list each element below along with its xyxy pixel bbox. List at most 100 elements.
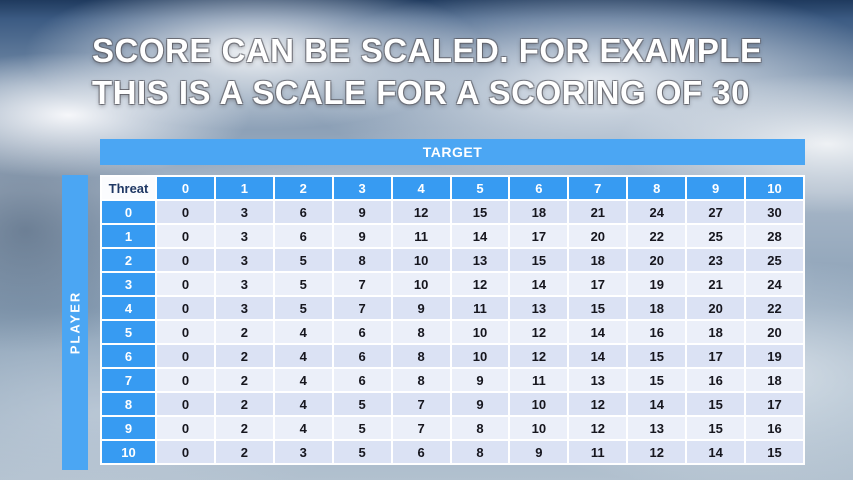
score-cell: 0	[155, 247, 216, 273]
table-row: 6 0 2 4 6 8 10 12 14 15 17 19	[100, 343, 805, 369]
table-row: 5 0 2 4 6 8 10 12 14 16 18 20	[100, 319, 805, 345]
score-cell: 0	[155, 439, 216, 465]
score-cell: 13	[508, 295, 570, 321]
score-cell: 19	[626, 271, 688, 297]
score-cell: 10	[449, 343, 511, 369]
title-line-1: SCORE CAN BE SCALED. FOR EXAMPLE	[92, 32, 763, 69]
score-cell: 3	[272, 439, 334, 465]
score-cell: 5	[272, 271, 334, 297]
score-cell: 11	[449, 295, 511, 321]
column-header-row: Threat 0 1 2 3 4 5 6 7 8 9 10	[100, 175, 805, 201]
score-cell: 2	[213, 343, 275, 369]
table-row: 1 0 3 6 9 11 14 17 20 22 25 28	[100, 223, 805, 249]
score-cell: 4	[272, 319, 334, 345]
score-cell: 9	[449, 391, 511, 417]
score-cell: 14	[449, 223, 511, 249]
score-cell: 18	[744, 367, 805, 393]
score-cell: 15	[744, 439, 805, 465]
score-cell: 8	[390, 367, 452, 393]
score-cell: 23	[685, 247, 747, 273]
score-cell: 24	[626, 199, 688, 225]
score-cell: 12	[390, 199, 452, 225]
table-row: 10 0 2 3 5 6 8 9 11 12 14 15	[100, 439, 805, 465]
target-column-header: 5	[449, 175, 511, 201]
score-cell: 22	[626, 223, 688, 249]
score-cell: 12	[567, 391, 629, 417]
score-cell: 14	[508, 271, 570, 297]
threat-row-header: 0	[100, 199, 157, 225]
score-cell: 0	[155, 367, 216, 393]
score-cell: 8	[390, 319, 452, 345]
score-cell: 6	[272, 223, 334, 249]
score-cell: 14	[685, 439, 747, 465]
score-cell: 0	[155, 199, 216, 225]
score-cell: 20	[685, 295, 747, 321]
score-cell: 0	[155, 223, 216, 249]
score-cell: 3	[213, 271, 275, 297]
threat-label-cell: Threat	[100, 175, 157, 201]
title-line-2: THIS IS A SCALE FOR A SCORING OF 30	[92, 73, 751, 111]
score-cell: 8	[449, 439, 511, 465]
score-cell: 12	[567, 415, 629, 441]
score-cell: 0	[155, 343, 216, 369]
table-row: 8 0 2 4 5 7 9 10 12 14 15 17	[100, 391, 805, 417]
score-cell: 15	[626, 343, 688, 369]
score-cell: 28	[744, 223, 805, 249]
target-column-header: 3	[331, 175, 393, 201]
score-cell: 10	[508, 415, 570, 441]
score-cell: 4	[272, 367, 334, 393]
score-cell: 27	[685, 199, 747, 225]
score-cell: 6	[331, 367, 393, 393]
score-cell: 11	[567, 439, 629, 465]
threat-row-header: 10	[100, 439, 157, 465]
score-cell: 12	[626, 439, 688, 465]
score-cell: 10	[390, 247, 452, 273]
target-column-header: 4	[390, 175, 452, 201]
score-cell: 6	[272, 199, 334, 225]
slide-title: SCORE CAN BE SCALED. FOR EXAMPLE THIS IS…	[92, 30, 763, 114]
score-cell: 0	[155, 391, 216, 417]
score-cell: 5	[331, 391, 393, 417]
score-cell: 7	[331, 271, 393, 297]
score-cell: 4	[272, 391, 334, 417]
score-cell: 7	[331, 295, 393, 321]
table-row: 4 0 3 5 7 9 11 13 15 18 20 22	[100, 295, 805, 321]
threat-row-header: 7	[100, 367, 157, 393]
score-cell: 19	[744, 343, 805, 369]
score-cell: 10	[508, 391, 570, 417]
score-cell: 5	[331, 415, 393, 441]
score-cell: 16	[626, 319, 688, 345]
threat-row-header: 8	[100, 391, 157, 417]
score-cell: 16	[744, 415, 805, 441]
score-cell: 6	[331, 319, 393, 345]
score-cell: 20	[567, 223, 629, 249]
score-cell: 15	[567, 295, 629, 321]
score-cell: 10	[449, 319, 511, 345]
score-cell: 30	[744, 199, 805, 225]
score-cell: 18	[685, 319, 747, 345]
score-cell: 22	[744, 295, 805, 321]
score-cell: 4	[272, 343, 334, 369]
target-label: TARGET	[422, 144, 483, 160]
score-cell: 0	[155, 295, 216, 321]
score-cell: 21	[685, 271, 747, 297]
score-cell: 2	[213, 367, 275, 393]
score-cell: 0	[155, 415, 216, 441]
threat-row-header: 9	[100, 415, 157, 441]
score-cell: 17	[567, 271, 629, 297]
score-cell: 3	[213, 223, 275, 249]
score-cell: 21	[567, 199, 629, 225]
score-cell: 14	[626, 391, 688, 417]
score-cell: 15	[449, 199, 511, 225]
score-cell: 2	[213, 391, 275, 417]
score-cell: 2	[213, 319, 275, 345]
score-cell: 7	[390, 415, 452, 441]
target-column-header: 9	[685, 175, 747, 201]
threat-row-header: 4	[100, 295, 157, 321]
score-cell: 11	[390, 223, 452, 249]
score-cell: 18	[508, 199, 570, 225]
target-column-header: 0	[155, 175, 216, 201]
threat-row-header: 1	[100, 223, 157, 249]
score-cell: 9	[331, 199, 393, 225]
target-column-header: 7	[567, 175, 629, 201]
